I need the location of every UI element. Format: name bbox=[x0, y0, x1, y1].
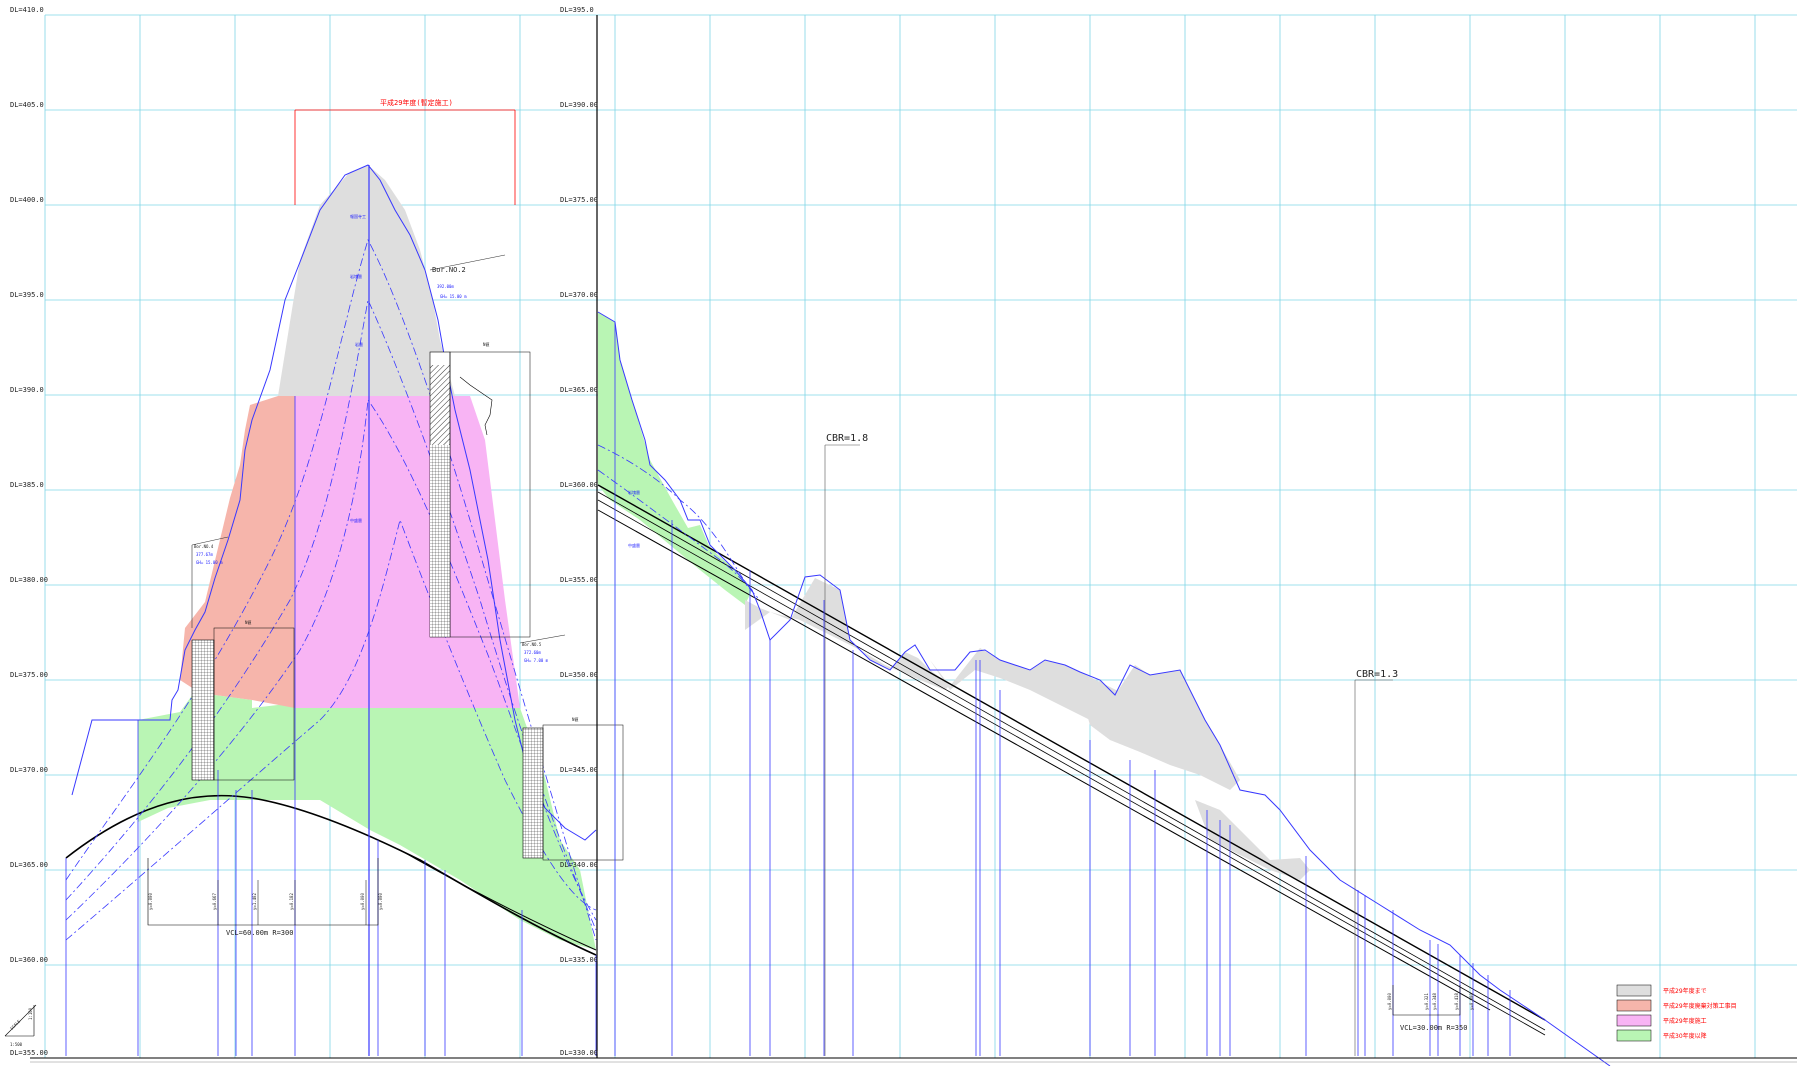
right-elevation-label: DL=365.00 bbox=[560, 386, 598, 394]
fill-h29made-left bbox=[278, 165, 455, 396]
geo-boundaries-right bbox=[597, 444, 761, 601]
legend-swatch bbox=[1616, 984, 1652, 997]
legend: 平成29年度まで 平成29年度廃棄対策工事目 平成29年度施工 平成30年度以降 bbox=[1616, 984, 1737, 1042]
vc-ordinate: y=0.348 bbox=[1432, 993, 1437, 1010]
boring-elev: 372.60m bbox=[524, 650, 541, 655]
scale-title: SCALE bbox=[9, 1018, 21, 1030]
vertical-curve-left: y=0.000 y=0.667 y=1.402 y=0.182 y=0.000 … bbox=[147, 858, 383, 937]
scale-horizontal: 1:500 bbox=[10, 1042, 23, 1047]
legend-label: 平成30年度以降 bbox=[1663, 1032, 1707, 1040]
right-elevation-label: DL=340.00 bbox=[560, 861, 598, 869]
fill-h30-right bbox=[598, 312, 752, 605]
right-elevation-label: DL=335.00 bbox=[560, 956, 598, 964]
road-profile-left bbox=[65, 794, 597, 956]
left-elevation-label: DL=365.00 bbox=[10, 861, 48, 869]
legend-swatch bbox=[1616, 1029, 1652, 1042]
left-elevation-label: DL=405.0 bbox=[10, 101, 44, 109]
right-elevation-label: DL=375.00 bbox=[560, 196, 598, 204]
right-elevation-label: DL=370.00 bbox=[560, 291, 598, 299]
boring-elev: 377.67m bbox=[196, 552, 213, 557]
left-profile: 平成29年度(暫定施工) 報国寺工 岩塊層 岩層 中盛層 Bor.NO.2 39… bbox=[65, 98, 624, 1056]
vertical-curve-right: y=0.000 y=0.321 y=0.348 y=0.418 y=0.000 … bbox=[1387, 985, 1474, 1032]
scale-vertical: 1:100 bbox=[28, 1007, 33, 1020]
boring-elev: 392.00m bbox=[437, 284, 454, 289]
vc-ordinate: y=0.418 bbox=[1454, 993, 1459, 1010]
left-elevation-label: DL=370.00 bbox=[10, 766, 48, 774]
boring-title: Bor.NO.5 bbox=[522, 642, 542, 647]
right-elevation-labels: DL=395.0 DL=390.00 DL=375.00 DL=370.00 DL=36… bbox=[560, 6, 598, 1057]
boring-log-top: Bor.NO.2 392.00m GH= 15.00 m N値 bbox=[429, 254, 531, 638]
vc-ordinate: y=0.000 bbox=[1387, 993, 1392, 1010]
right-elevation-label: DL=355.00 bbox=[560, 576, 598, 584]
station-lines-right bbox=[614, 322, 1511, 1056]
boring-depth: GH= 15.00 m bbox=[440, 294, 467, 299]
boring-header: N値 bbox=[572, 716, 578, 722]
left-elevation-label: DL=385.0 bbox=[10, 481, 44, 489]
ground-line-left bbox=[71, 164, 597, 841]
svg-text:CBR=1.3: CBR=1.3 bbox=[1356, 669, 1398, 680]
construction-span bbox=[294, 109, 516, 205]
vc-label: VCL=60.00m R=300 bbox=[226, 929, 293, 937]
boring-log-left: Bor.NO.4 377.67m GH= 15.00 m N値 bbox=[191, 536, 295, 781]
zone-label: 報国寺工 bbox=[350, 213, 366, 219]
right-elevation-label: DL=360.00 bbox=[560, 481, 598, 489]
boring-depth: GH= 15.00 m bbox=[196, 560, 223, 565]
vc-ordinate: y=0.000 bbox=[360, 893, 365, 910]
right-elevation-label: DL=390.00 bbox=[560, 101, 598, 109]
legend-swatch bbox=[1616, 1014, 1652, 1027]
left-elevation-label: DL=395.0 bbox=[10, 291, 44, 299]
cbr-lower: CBR=1.3 bbox=[1354, 669, 1398, 1056]
legend-label: 平成29年度施工 bbox=[1663, 1017, 1707, 1025]
zone-label: 中盛層 bbox=[628, 542, 640, 548]
vc-label: VCL=30.00m R=350 bbox=[1400, 1024, 1467, 1032]
vc-ordinate: y=0.000 bbox=[378, 893, 383, 910]
vc-ordinate: y=0.000 bbox=[1469, 993, 1474, 1010]
boring-header: N値 bbox=[483, 341, 489, 347]
legend-label: 平成29年度廃棄対策工事目 bbox=[1663, 1002, 1737, 1010]
legend-swatch bbox=[1616, 999, 1652, 1012]
zone-label: 岩層 bbox=[355, 341, 363, 347]
fill-h30-left bbox=[138, 690, 596, 950]
vc-ordinate: y=0.182 bbox=[289, 893, 294, 910]
zone-label: 中盛層 bbox=[350, 517, 362, 523]
right-elevation-label: DL=395.0 bbox=[560, 6, 594, 14]
fill-taisaku-left bbox=[180, 396, 295, 708]
vc-ordinate: y=1.402 bbox=[252, 893, 257, 910]
left-elevation-labels: DL=410.0 DL=405.0 DL=400.0 DL=395.0 DL=390.0… bbox=[10, 6, 48, 1057]
right-elevation-label: DL=345.00 bbox=[560, 766, 598, 774]
road-profile-right bbox=[597, 484, 1546, 1036]
left-elevation-label: DL=360.00 bbox=[10, 956, 48, 964]
cbr-upper: CBR=1.8 bbox=[824, 433, 868, 1056]
construction-span-label: 平成29年度(暫定施工) bbox=[380, 98, 453, 107]
right-profile: CBR=1.8 CBR=1.3 岩塊層 中盛層 y=0.000 y=0.321 … bbox=[597, 311, 1611, 1066]
vc-ordinate: y=0.000 bbox=[148, 893, 153, 910]
fill-h29-left bbox=[295, 396, 520, 708]
scale-box: SCALE 1:100 1:500 bbox=[4, 1004, 37, 1047]
zone-label: 岩塊層 bbox=[350, 273, 362, 279]
vc-ordinate: y=0.667 bbox=[212, 893, 217, 910]
vc-ordinate: y=0.321 bbox=[1424, 993, 1429, 1010]
left-elevation-label: DL=390.0 bbox=[10, 386, 44, 394]
left-elevation-label: DL=355.00 bbox=[10, 1049, 48, 1057]
boring-depth: GH= 7.00 m bbox=[524, 658, 549, 663]
right-elevation-label: DL=350.00 bbox=[560, 671, 598, 679]
boring-title: Bor.NO.2 bbox=[432, 266, 466, 274]
left-elevation-label: DL=375.00 bbox=[10, 671, 48, 679]
boring-title: Bor.NO.4 bbox=[194, 544, 214, 549]
fill-h29made-right-4 bbox=[1195, 800, 1310, 880]
boring-header: N値 bbox=[245, 619, 251, 625]
zone-label: 岩塊層 bbox=[628, 489, 640, 495]
svg-text:CBR=1.8: CBR=1.8 bbox=[826, 433, 868, 444]
boring-log-right: Bor.NO.5 372.60m GH= 7.00 m N値 bbox=[519, 634, 624, 861]
ground-line-right bbox=[597, 311, 1611, 1066]
fill-h29made-right-3 bbox=[1085, 665, 1240, 790]
right-elevation-label: DL=330.00 bbox=[560, 1049, 598, 1057]
left-elevation-label: DL=410.0 bbox=[10, 6, 44, 14]
left-elevation-label: DL=380.00 bbox=[10, 576, 48, 584]
legend-label: 平成29年度まで bbox=[1663, 987, 1707, 995]
left-elevation-label: DL=400.0 bbox=[10, 196, 44, 204]
